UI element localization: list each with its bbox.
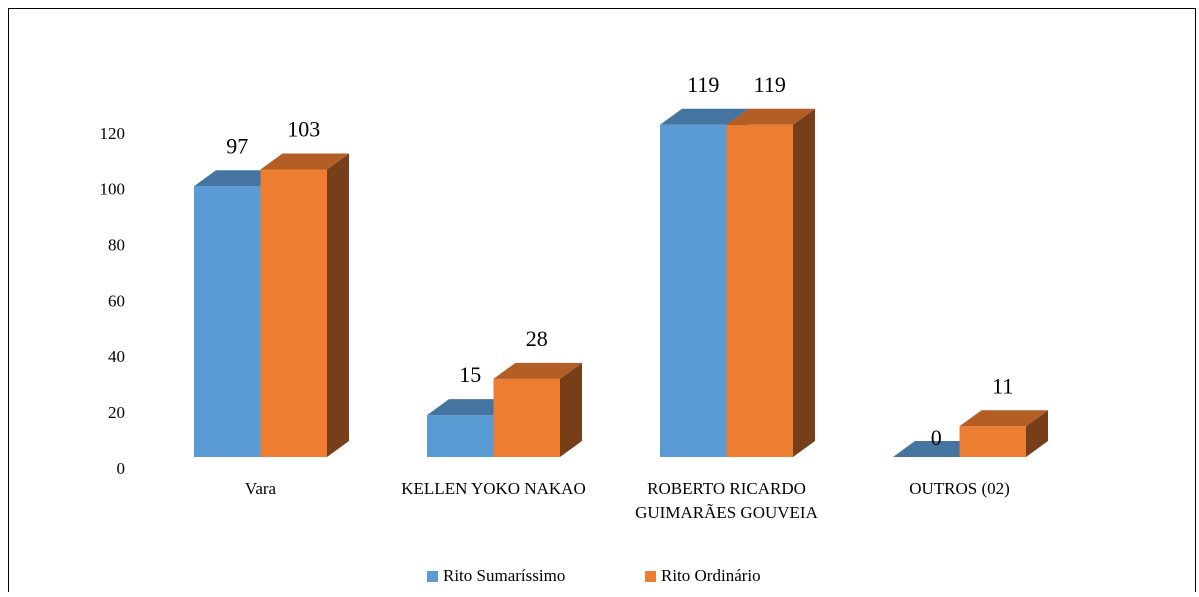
bar-front bbox=[260, 169, 327, 458]
y-tick-label: 0 bbox=[117, 459, 126, 478]
x-tick-label: ROBERTO RICARDO GUIMARÃES GOUVEIA bbox=[635, 479, 818, 522]
x-tick-label: KELLEN YOKO NAKAO bbox=[401, 479, 585, 498]
data-label: 97 bbox=[226, 133, 248, 158]
chart-border bbox=[8, 8, 1196, 597]
bar-top bbox=[726, 108, 815, 125]
bar-top bbox=[260, 153, 349, 170]
data-label: 103 bbox=[287, 117, 320, 142]
bar-top bbox=[493, 362, 582, 379]
bar-front bbox=[493, 378, 560, 457]
bar-top bbox=[194, 170, 283, 187]
y-tick-label: 80 bbox=[108, 236, 125, 255]
y-tick-label: 40 bbox=[108, 347, 125, 366]
bar bbox=[493, 362, 582, 457]
bar-side bbox=[560, 362, 582, 457]
x-tick-label: OUTROS (02) bbox=[909, 479, 1010, 498]
bar-front bbox=[959, 426, 1026, 457]
bar-side bbox=[327, 153, 349, 458]
y-tick-label: 20 bbox=[108, 403, 125, 422]
data-label: 28 bbox=[526, 326, 548, 351]
legend-label: Rito Ordinário bbox=[661, 566, 761, 585]
data-label: 119 bbox=[687, 72, 719, 97]
y-tick-label: 60 bbox=[108, 291, 125, 310]
bar bbox=[726, 108, 815, 458]
y-tick-label: 100 bbox=[100, 180, 126, 199]
x-tick-label: Vara bbox=[245, 479, 277, 498]
bar-front bbox=[660, 124, 727, 458]
legend-swatch bbox=[427, 571, 438, 582]
legend-swatch bbox=[645, 571, 656, 582]
bar-top bbox=[427, 399, 516, 416]
bar-front bbox=[427, 415, 494, 457]
data-label: 119 bbox=[754, 72, 786, 97]
y-tick-label: 120 bbox=[100, 124, 126, 143]
bar-front bbox=[194, 186, 261, 458]
data-label: 15 bbox=[459, 362, 481, 387]
data-label: 0 bbox=[931, 425, 942, 450]
bar bbox=[260, 153, 349, 458]
bar-front bbox=[726, 124, 793, 458]
bar-side bbox=[1026, 410, 1048, 457]
bar bbox=[893, 441, 982, 457]
bar-top bbox=[893, 441, 982, 457]
data-label: 11 bbox=[992, 373, 1013, 398]
bar-side bbox=[793, 108, 815, 458]
bar bbox=[959, 410, 1048, 457]
bar-top bbox=[660, 108, 749, 125]
legend-label: Rito Sumaríssimo bbox=[443, 566, 565, 585]
bar-top bbox=[959, 410, 1048, 427]
